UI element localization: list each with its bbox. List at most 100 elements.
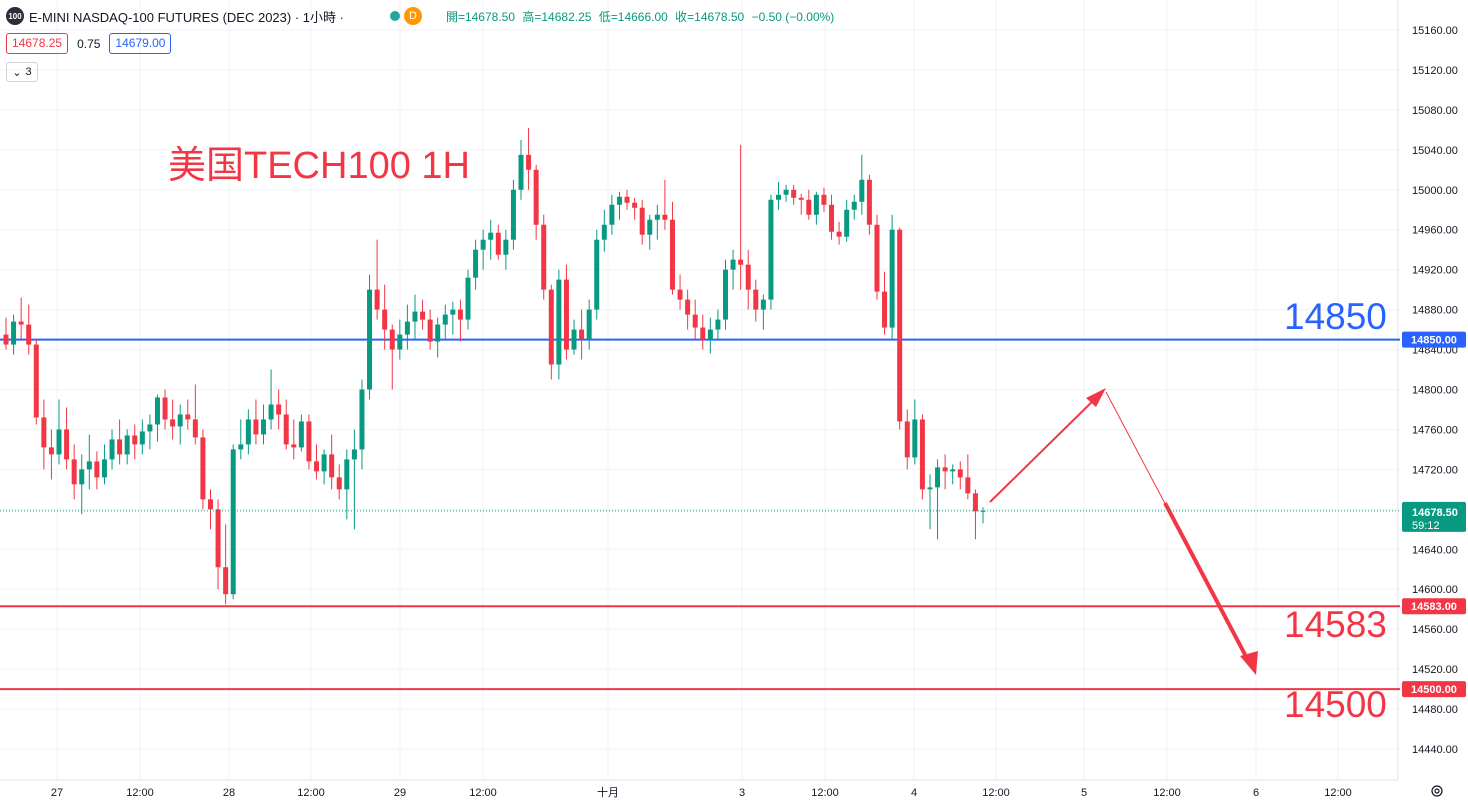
indicators-toggle-button[interactable]: ⌄ 3 <box>6 62 38 82</box>
candle <box>117 419 123 465</box>
data-badge[interactable]: D <box>403 7 422 25</box>
candle-body <box>836 231 842 237</box>
candle-body <box>889 229 895 328</box>
candle <box>980 507 986 524</box>
time-tick-label: 29 <box>394 787 406 799</box>
candle <box>859 154 865 215</box>
projection-arrows <box>989 388 1258 675</box>
candle <box>776 181 782 210</box>
candle-body <box>389 329 395 350</box>
candle <box>889 214 895 340</box>
candle <box>829 194 835 240</box>
ohlc-low: 低=14666.00 <box>598 9 668 24</box>
candle-body <box>101 459 107 478</box>
candle <box>609 194 615 235</box>
candle-body <box>3 334 9 345</box>
candle <box>71 444 77 500</box>
candle-body <box>261 419 267 435</box>
candle-body <box>715 319 721 330</box>
candle <box>382 284 388 350</box>
candle-body <box>230 449 236 595</box>
candle-body <box>291 444 297 448</box>
time-tick-label: 12:00 <box>126 787 154 799</box>
candle <box>957 461 963 490</box>
candle-body <box>957 469 963 478</box>
candle <box>480 229 486 270</box>
candle-body <box>722 269 728 320</box>
candle <box>420 299 426 330</box>
projection-down-arrowhead <box>1240 651 1258 675</box>
candle-body <box>109 439 115 460</box>
candle-body <box>745 264 751 290</box>
gear-icon[interactable] <box>1430 784 1444 798</box>
chart-grid <box>0 0 1398 780</box>
candle-body <box>844 209 850 237</box>
candle <box>821 187 827 212</box>
candle <box>942 454 948 490</box>
candle-body <box>556 279 562 365</box>
candle <box>306 414 312 470</box>
candle-body <box>117 439 123 455</box>
candle-body <box>518 154 524 190</box>
candle-body <box>692 314 698 328</box>
candle <box>518 139 524 200</box>
candle-body <box>594 239 600 310</box>
candle <box>791 184 797 205</box>
candle <box>722 259 728 330</box>
candle <box>503 229 509 270</box>
trade-panel: 14678.25 0.75 14679.00 <box>6 33 172 54</box>
candle <box>526 127 532 190</box>
candle-body <box>526 154 532 170</box>
symbol-icon[interactable]: 100 <box>6 7 24 25</box>
candle-body <box>616 196 622 205</box>
candle-body <box>139 431 145 445</box>
candle-body <box>200 437 206 500</box>
candle <box>230 444 236 600</box>
candle <box>647 214 653 250</box>
price-tick-label: 14560.00 <box>1412 624 1458 636</box>
candle-body <box>768 199 774 300</box>
candle <box>919 414 925 500</box>
candle-body <box>33 344 39 418</box>
price-tick-label: 14880.00 <box>1412 305 1458 317</box>
candle <box>86 434 92 490</box>
candle-body <box>950 469 956 472</box>
price-tick-label: 15160.00 <box>1412 25 1458 37</box>
candle-body <box>435 324 441 342</box>
candle-body <box>192 419 198 438</box>
candle-body <box>329 454 335 478</box>
ohlc-change: −0.50 (−0.00%) <box>751 9 835 24</box>
candle-body <box>132 435 138 445</box>
price-tick-label: 14720.00 <box>1412 464 1458 476</box>
candle <box>760 294 766 330</box>
price-tick-label: 14520.00 <box>1412 664 1458 676</box>
time-tick-label: 3 <box>739 787 745 799</box>
candle <box>109 429 115 470</box>
time-tick-label: 12:00 <box>297 787 325 799</box>
candle <box>412 294 418 340</box>
candle-body <box>730 259 736 270</box>
ohlc-values: 開=14678.50 高=14682.25 低=14666.00 收=14678… <box>446 8 838 25</box>
candle <box>268 369 274 430</box>
candle <box>495 224 501 260</box>
candle <box>927 474 933 530</box>
candle <box>965 454 971 500</box>
time-tick-label: 12:00 <box>811 787 839 799</box>
candle <box>374 239 380 320</box>
level-price-tag <box>1402 331 1466 348</box>
candle-body <box>245 419 251 445</box>
price-tick-label: 14760.00 <box>1412 424 1458 436</box>
candle-body <box>548 289 554 365</box>
candle-body <box>851 201 857 210</box>
ohlc-close: 收=14678.50 <box>675 9 745 24</box>
symbol-title[interactable]: E-MINI NASDAQ-100 FUTURES (DEC 2023) · 1… <box>29 9 344 25</box>
chart-title: 美国TECH100 1H <box>168 145 470 187</box>
candle <box>836 221 842 245</box>
buy-button[interactable]: 14679.00 <box>109 33 172 54</box>
sell-button[interactable]: 14678.25 <box>6 33 69 54</box>
candle <box>26 304 32 355</box>
candle-body <box>283 414 289 445</box>
candle <box>844 199 850 242</box>
candle-body <box>11 321 17 345</box>
